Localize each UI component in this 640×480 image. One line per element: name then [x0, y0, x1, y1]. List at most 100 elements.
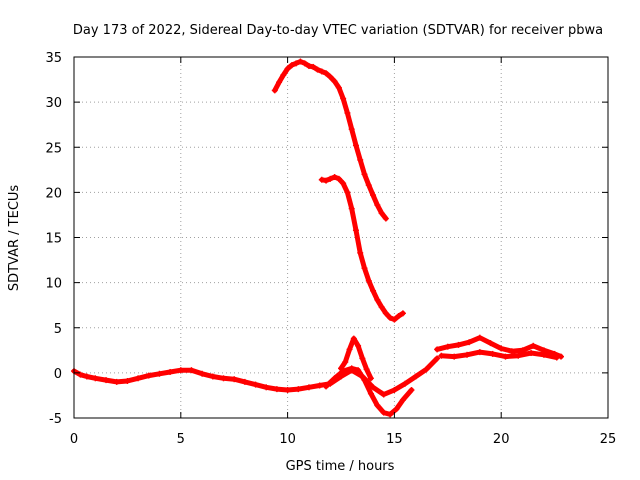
data-point — [305, 384, 312, 391]
data-point — [350, 335, 357, 342]
data-point — [387, 411, 394, 418]
data-point — [508, 348, 515, 355]
data-point — [145, 372, 152, 379]
data-point — [530, 342, 537, 349]
data-point — [124, 377, 131, 384]
data-point — [331, 375, 338, 382]
data-point — [395, 313, 402, 320]
data-point — [331, 174, 338, 181]
data-point — [444, 343, 451, 350]
data-point — [408, 387, 415, 394]
data-point — [498, 345, 505, 352]
data-point — [293, 60, 300, 67]
data-point — [284, 65, 291, 72]
data-point — [177, 367, 184, 374]
data-point — [305, 63, 312, 70]
data-point — [92, 375, 99, 382]
data-point — [355, 367, 362, 374]
data-point — [455, 341, 462, 348]
data-point — [220, 375, 227, 382]
data-point — [378, 303, 385, 310]
data-point — [318, 176, 325, 183]
data-point — [156, 370, 163, 377]
y-tick-label: -5 — [49, 412, 62, 427]
y-tick-label: 10 — [45, 277, 62, 292]
data-point — [352, 142, 359, 149]
x-tick-label: 20 — [493, 432, 510, 447]
data-point — [365, 182, 372, 189]
y-tick-label: 15 — [45, 232, 62, 247]
data-point — [399, 396, 406, 403]
data-point — [316, 382, 323, 389]
data-point — [231, 376, 238, 383]
x-tick-label: 15 — [386, 432, 403, 447]
data-point — [553, 354, 560, 361]
data-point — [348, 365, 355, 372]
data-point — [434, 355, 441, 362]
data-point — [378, 210, 385, 217]
data-point — [382, 310, 389, 317]
data-point — [399, 310, 406, 317]
data-point — [344, 189, 351, 196]
data-point — [382, 215, 389, 222]
data-point — [489, 350, 496, 357]
data-point — [331, 78, 338, 85]
series-line — [319, 174, 406, 323]
data-point — [365, 277, 372, 284]
data-point — [363, 366, 370, 373]
data-point — [370, 384, 377, 391]
data-point — [103, 377, 110, 384]
data-point — [487, 340, 494, 347]
series-lower-band — [71, 355, 441, 398]
y-tick-label: 35 — [45, 51, 62, 66]
data-point — [434, 346, 441, 353]
data-point — [271, 87, 278, 94]
series-lower-spike — [338, 335, 374, 382]
data-point — [318, 68, 325, 75]
y-tick-label: 20 — [45, 186, 62, 201]
data-point — [438, 352, 445, 359]
data-point — [276, 79, 283, 86]
y-tick-label: 30 — [45, 96, 62, 111]
data-point — [314, 66, 321, 73]
series-late-band-lower — [438, 349, 560, 361]
data-point — [412, 373, 419, 380]
x-tick-label: 25 — [600, 432, 617, 447]
data-point — [391, 387, 398, 394]
data-point — [323, 177, 330, 184]
data-point — [135, 375, 142, 382]
chart-title: Day 173 of 2022, Sidereal Day-to-day VTE… — [73, 23, 603, 38]
data-point — [361, 171, 368, 178]
data-point — [380, 409, 387, 416]
data-point — [367, 390, 374, 397]
y-tick-label: 5 — [54, 322, 62, 337]
y-tick-label: 25 — [45, 141, 62, 156]
data-point — [77, 371, 84, 378]
data-point — [476, 334, 483, 341]
series-line — [272, 59, 389, 221]
data-point — [346, 346, 353, 353]
data-point — [340, 95, 347, 102]
data-point — [252, 381, 259, 388]
data-point — [310, 63, 317, 70]
data-point — [540, 351, 547, 358]
data-point — [338, 365, 344, 372]
data-point — [342, 359, 349, 366]
data-point — [280, 72, 287, 79]
series-line — [71, 355, 440, 397]
x-tick-label: 5 — [177, 432, 185, 447]
data-point — [344, 109, 351, 116]
data-point — [288, 62, 295, 69]
data-point — [295, 386, 302, 393]
data-point — [352, 227, 359, 234]
data-point — [502, 353, 509, 360]
x-tick-label: 10 — [279, 432, 296, 447]
data-point — [273, 386, 280, 393]
data-point — [348, 126, 355, 133]
data-point — [113, 378, 120, 385]
data-point — [374, 402, 381, 409]
data-point — [348, 205, 355, 212]
data-points — [71, 58, 565, 418]
data-point — [476, 349, 483, 356]
